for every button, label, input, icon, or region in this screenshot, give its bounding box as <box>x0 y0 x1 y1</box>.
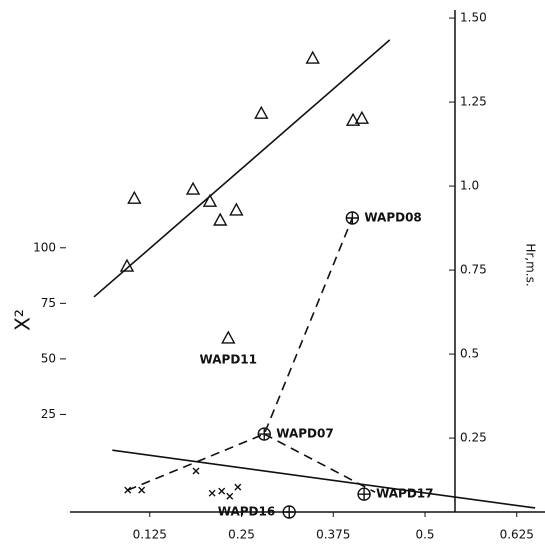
fit-line <box>112 449 536 509</box>
triangle-point <box>127 190 142 204</box>
y-tick-label: 50 <box>41 351 56 365</box>
point-label: WAPD17 <box>376 487 433 501</box>
y2-tick-label: 0.75 <box>460 263 487 277</box>
triangle-point <box>229 202 244 216</box>
point-label: WAPD07 <box>276 427 333 441</box>
triangle-point <box>305 50 320 64</box>
x-point <box>138 486 146 494</box>
x-point <box>192 467 200 475</box>
fit-line <box>127 217 354 491</box>
triangle-point <box>221 330 236 344</box>
y2-tick-label: 0.25 <box>460 431 487 445</box>
y-tick-label: 100 <box>33 240 56 254</box>
y2-tick-label: 1.25 <box>460 95 487 109</box>
y2-axis-label: Hr,m.s. <box>524 243 538 286</box>
x-tick-label: 0.125 <box>133 528 167 542</box>
point-label: WAPD08 <box>364 210 421 224</box>
fit-line <box>263 433 376 493</box>
triangle-point <box>202 193 218 207</box>
circled-point <box>282 505 296 519</box>
triangle-point <box>185 181 201 195</box>
y-tick-label: 75 <box>41 296 56 310</box>
point-label: WAPD16 <box>218 505 275 519</box>
x-tick-label: 0.625 <box>500 528 534 542</box>
y-tick-label: 25 <box>41 407 56 421</box>
x-point <box>218 487 226 495</box>
y2-tick-label: 1.0 <box>460 179 479 193</box>
triangle-point <box>254 105 269 119</box>
triangle-point <box>345 112 361 126</box>
y2-tick-label: 1.50 <box>460 11 487 25</box>
triangle-point <box>213 212 228 226</box>
triangle-point <box>354 110 370 124</box>
x-point <box>226 492 234 500</box>
x-tick-label: 0.25 <box>228 528 255 542</box>
y2-tick-label: 0.5 <box>460 347 479 361</box>
y-axis-label: X² <box>11 309 35 331</box>
circled-point <box>357 487 371 501</box>
point-label: WAPD11 <box>200 352 257 366</box>
x-point <box>208 489 216 497</box>
x-tick-label: 0.375 <box>316 528 350 542</box>
x-tick-label: 0.5 <box>415 528 434 542</box>
x-point <box>234 483 242 491</box>
fit-line <box>93 39 391 298</box>
